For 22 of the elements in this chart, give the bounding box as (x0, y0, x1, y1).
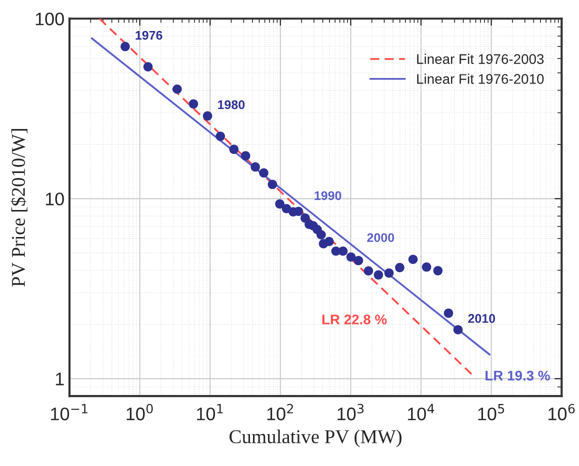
legend-label: Linear Fit 1976-2010 (417, 74, 544, 84)
x-tick-label: 10$^{−1}$ (51, 404, 88, 420)
y-axis-title: PV Price [$2010/W] (10, 129, 28, 287)
x-tick-label: 10$^{6}$ (548, 404, 575, 420)
x-tick-label: 10$^{0}$ (126, 404, 153, 420)
x-tick-label: 10$^{1}$ (197, 404, 223, 420)
annotation: 2000 (367, 233, 394, 242)
y-tick-label: 1 (56, 372, 64, 386)
annotation: 2010 (468, 314, 496, 323)
legend-label: Linear Fit 1976-2003 (417, 54, 544, 64)
annotation: LR 22.8 % (322, 314, 387, 324)
annotation: 1980 (218, 100, 245, 110)
y-tick-label: 100 (36, 12, 64, 26)
x-tick-label: 10$^{3}$ (338, 404, 364, 420)
x-axis-title: Cumulative PV (MW) (230, 430, 402, 448)
x-tick-label: 10$^{2}$ (267, 404, 293, 420)
annotation: 1976 (136, 30, 162, 40)
x-tick-label: 10$^{5}$ (478, 404, 504, 420)
x-tick-label: 10$^{4}$ (408, 404, 434, 420)
annotation: LR 19.3 % (486, 370, 550, 381)
annotation: 1990 (314, 191, 342, 200)
y-tick-label: 10 (46, 192, 64, 206)
